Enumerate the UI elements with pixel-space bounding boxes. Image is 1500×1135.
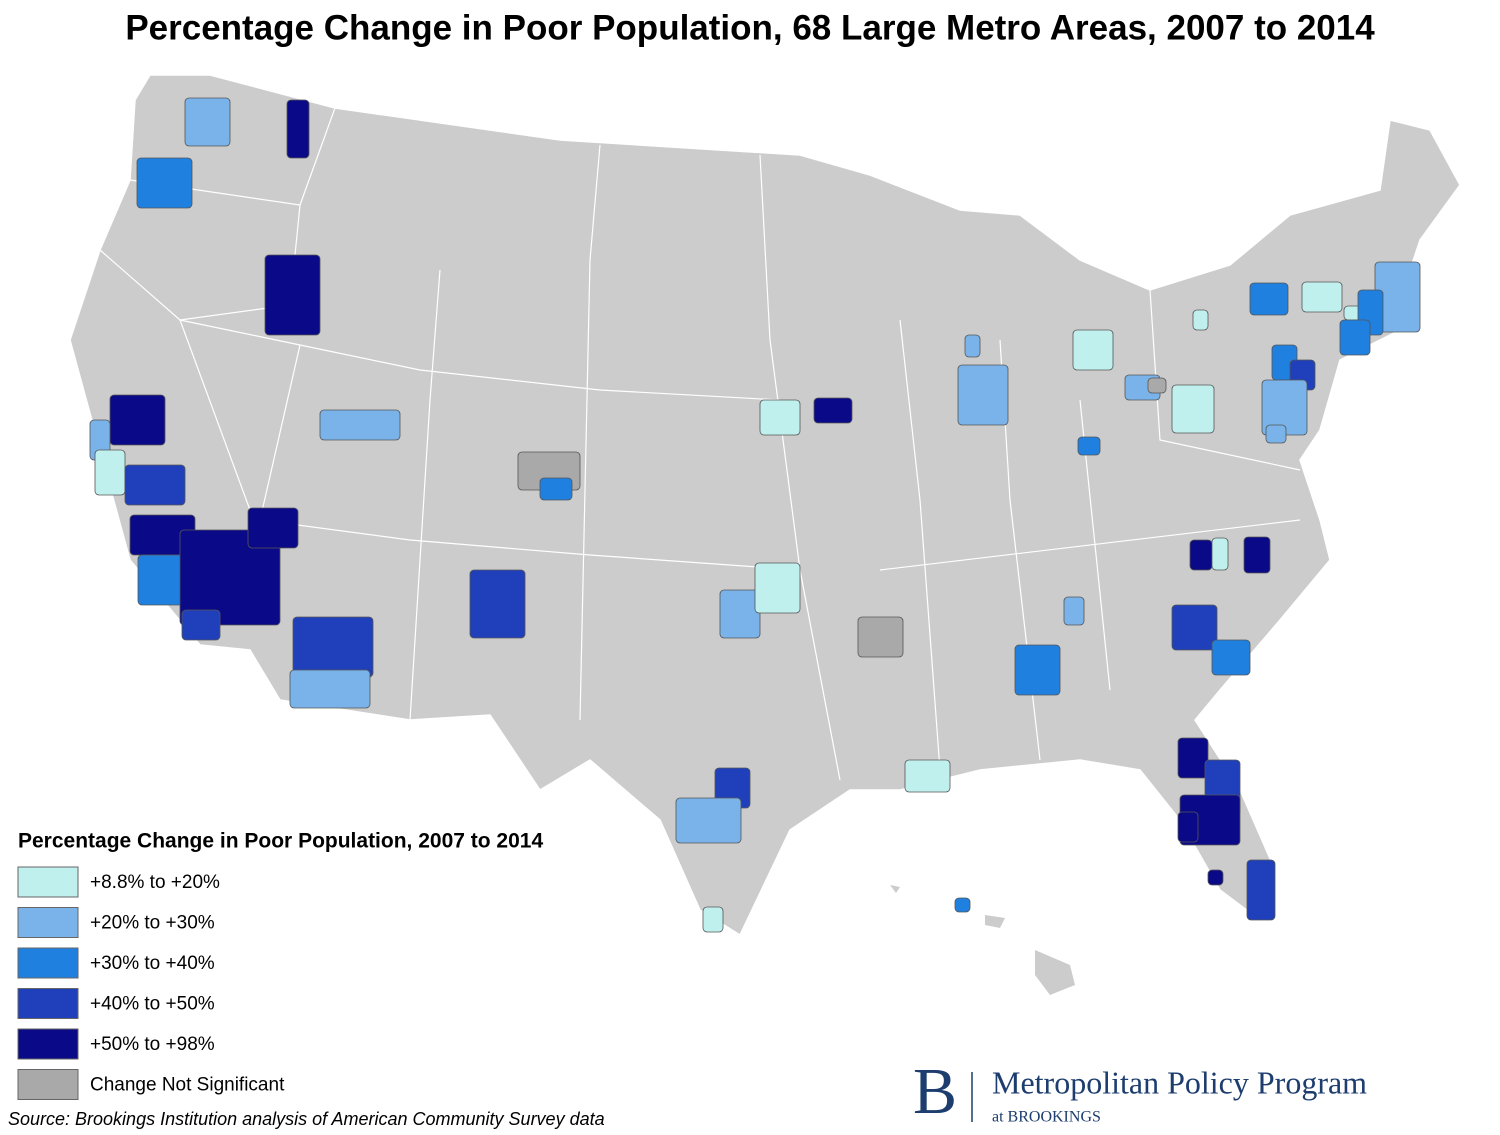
metro-area bbox=[247, 507, 299, 549]
legend-label: +8.8% to +20% bbox=[90, 872, 220, 893]
logo-sub: at BROOKINGS bbox=[992, 1109, 1101, 1126]
legend-label: +40% to +50% bbox=[90, 994, 215, 1015]
legend-swatch bbox=[17, 866, 79, 898]
legend-swatch bbox=[17, 947, 79, 979]
legend-swatch bbox=[17, 1028, 79, 1060]
metro-area bbox=[813, 397, 853, 424]
logo-mark: B bbox=[913, 1055, 957, 1128]
metro-area bbox=[1171, 384, 1215, 434]
legend-swatch bbox=[17, 907, 79, 938]
metro-area bbox=[1189, 539, 1213, 571]
metro-area bbox=[957, 364, 1009, 426]
metro-area bbox=[286, 99, 310, 159]
legend-title: Percentage Change in Poor Population, 20… bbox=[18, 830, 543, 853]
metro-area bbox=[1301, 281, 1343, 313]
metro-area bbox=[1063, 596, 1085, 626]
metro-area bbox=[136, 157, 193, 209]
metro-area bbox=[469, 569, 526, 639]
legend-swatch bbox=[17, 1069, 79, 1100]
metro-area bbox=[719, 589, 761, 639]
metro-area bbox=[1339, 319, 1371, 356]
metro-area bbox=[1243, 536, 1271, 574]
map-title: Percentage Change in Poor Population, 68… bbox=[125, 8, 1375, 47]
metro-area bbox=[1072, 329, 1114, 371]
metro-area bbox=[1171, 604, 1218, 651]
metro-area bbox=[759, 399, 801, 436]
metro-area bbox=[292, 616, 374, 678]
metro-area bbox=[904, 759, 951, 793]
metro-area bbox=[124, 464, 186, 506]
metro-area bbox=[754, 562, 801, 614]
us-outline bbox=[69, 74, 1461, 937]
source: Source: Brookings Institution analysis o… bbox=[8, 1109, 605, 1129]
hawaii bbox=[890, 885, 1075, 995]
metro-area bbox=[181, 609, 221, 641]
metro-area bbox=[964, 334, 981, 358]
metro-area bbox=[289, 669, 371, 709]
metro-area bbox=[94, 449, 126, 496]
metro-area bbox=[675, 797, 742, 844]
metro-area bbox=[1147, 377, 1167, 394]
metro-area bbox=[179, 529, 281, 626]
metro-area bbox=[539, 477, 573, 501]
metro-area bbox=[1265, 424, 1287, 444]
metro-area bbox=[1014, 644, 1061, 696]
legend: +8.8% to +20% +20% to +30% +30% to +40% +40… bbox=[17, 866, 285, 1100]
metro-area bbox=[1207, 869, 1224, 886]
legend-label: +20% to +30% bbox=[90, 913, 215, 934]
metro-area bbox=[954, 897, 971, 913]
metro-area bbox=[184, 97, 231, 147]
legend-label: Change Not Significant bbox=[90, 1075, 285, 1096]
metro-area bbox=[319, 409, 401, 441]
legend-swatch bbox=[17, 988, 79, 1019]
metro-area bbox=[1177, 811, 1199, 843]
metro-areas bbox=[89, 97, 1421, 933]
metro-area bbox=[137, 554, 184, 606]
logo-name: Metropolitan Policy Program bbox=[992, 1064, 1367, 1100]
metro-area bbox=[1177, 737, 1209, 779]
metro-area bbox=[1246, 859, 1276, 921]
legend-label: +50% to +98% bbox=[90, 1034, 215, 1055]
metro-area bbox=[264, 254, 321, 336]
metro-area bbox=[109, 394, 166, 446]
metro-area bbox=[1077, 436, 1101, 456]
metro-area bbox=[857, 616, 904, 658]
legend-label: +30% to +40% bbox=[90, 953, 215, 974]
metro-area bbox=[702, 906, 724, 933]
metro-area bbox=[1192, 309, 1209, 331]
metro-area bbox=[1211, 537, 1229, 571]
metro-area bbox=[1211, 639, 1251, 676]
metro-area bbox=[1249, 282, 1289, 316]
